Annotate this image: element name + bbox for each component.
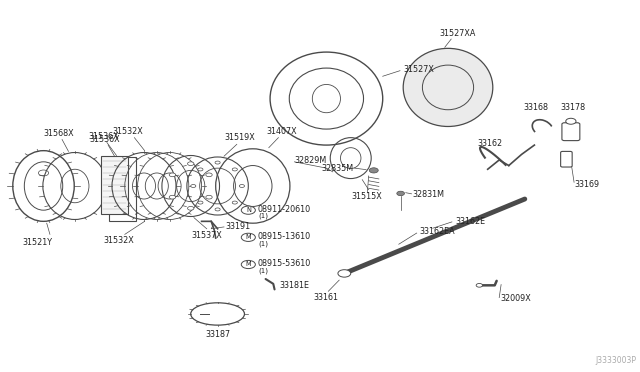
Circle shape bbox=[188, 162, 194, 166]
Text: 33162E: 33162E bbox=[455, 217, 485, 227]
Circle shape bbox=[206, 173, 212, 177]
Text: 31532X: 31532X bbox=[103, 236, 134, 245]
Circle shape bbox=[566, 118, 576, 124]
Text: 31532X: 31532X bbox=[113, 127, 143, 136]
Text: 31537X: 31537X bbox=[191, 231, 222, 240]
Text: M: M bbox=[246, 262, 251, 267]
Text: (1): (1) bbox=[258, 240, 268, 247]
Text: 08911-20610: 08911-20610 bbox=[258, 205, 311, 214]
Circle shape bbox=[369, 168, 378, 173]
Text: 31527XA: 31527XA bbox=[440, 29, 476, 38]
Text: 33181E: 33181E bbox=[280, 281, 310, 290]
Text: 33162: 33162 bbox=[477, 139, 502, 148]
Circle shape bbox=[241, 233, 255, 241]
Circle shape bbox=[232, 201, 237, 204]
Circle shape bbox=[476, 283, 483, 287]
Text: N: N bbox=[246, 207, 251, 213]
FancyBboxPatch shape bbox=[562, 123, 580, 141]
Text: 33169: 33169 bbox=[575, 180, 600, 189]
Circle shape bbox=[191, 185, 196, 187]
Text: 33191: 33191 bbox=[225, 222, 250, 231]
Text: 31515X: 31515X bbox=[351, 192, 382, 201]
Circle shape bbox=[215, 208, 220, 211]
Circle shape bbox=[215, 161, 220, 164]
Text: 33162EA: 33162EA bbox=[420, 227, 456, 237]
Text: 33178: 33178 bbox=[560, 103, 586, 112]
Text: 32829M: 32829M bbox=[294, 156, 326, 165]
Circle shape bbox=[169, 195, 175, 199]
Text: 31519X: 31519X bbox=[225, 133, 255, 142]
Circle shape bbox=[241, 260, 255, 269]
Text: 33168: 33168 bbox=[524, 103, 549, 112]
FancyBboxPatch shape bbox=[101, 156, 128, 214]
FancyBboxPatch shape bbox=[561, 151, 572, 167]
Text: 08915-13610: 08915-13610 bbox=[258, 232, 311, 241]
Circle shape bbox=[198, 168, 203, 171]
Circle shape bbox=[241, 206, 255, 214]
Text: 32009X: 32009X bbox=[500, 294, 531, 303]
Text: J3333003P: J3333003P bbox=[596, 356, 637, 365]
Text: 31521Y: 31521Y bbox=[22, 238, 52, 247]
Circle shape bbox=[239, 185, 244, 187]
Text: 31407X: 31407X bbox=[266, 127, 297, 136]
Text: 31568X: 31568X bbox=[44, 129, 74, 138]
Text: 31536X: 31536X bbox=[88, 132, 119, 141]
Text: M: M bbox=[246, 234, 251, 240]
Circle shape bbox=[198, 201, 203, 204]
Text: (1): (1) bbox=[258, 267, 268, 274]
Circle shape bbox=[232, 168, 237, 171]
Circle shape bbox=[397, 191, 404, 196]
Text: (1): (1) bbox=[258, 213, 268, 219]
Circle shape bbox=[206, 195, 212, 199]
Text: 33187: 33187 bbox=[205, 330, 230, 339]
Text: 31536X: 31536X bbox=[90, 135, 120, 144]
Text: 32835M: 32835M bbox=[321, 164, 353, 173]
Text: 31527X: 31527X bbox=[403, 65, 434, 74]
Circle shape bbox=[169, 173, 175, 177]
Text: 32831M: 32831M bbox=[413, 190, 445, 199]
Ellipse shape bbox=[403, 48, 493, 126]
Circle shape bbox=[188, 206, 194, 210]
Text: 08915-53610: 08915-53610 bbox=[258, 259, 311, 268]
Circle shape bbox=[338, 270, 351, 277]
Text: 33161: 33161 bbox=[314, 293, 339, 302]
